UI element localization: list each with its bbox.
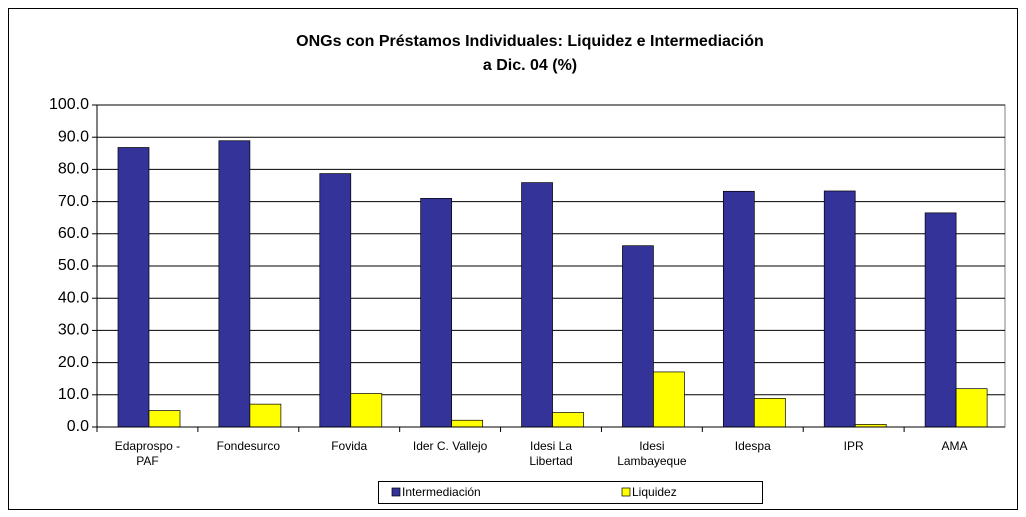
bar xyxy=(823,190,856,428)
y-tick-label: 20.0 xyxy=(58,354,89,371)
chart-title: ONGs con Préstamos Individuales: Liquide… xyxy=(296,33,764,50)
x-tick-label: Libertad xyxy=(529,454,572,468)
legend-box xyxy=(378,481,763,504)
y-tick-label: 90.0 xyxy=(58,128,89,145)
legend-label: Liquidez xyxy=(632,485,677,499)
x-tick-label: IPR xyxy=(844,439,864,453)
x-tick-label: Idespa xyxy=(735,439,771,453)
y-tick-label: 10.0 xyxy=(58,386,89,403)
y-tick-label: 60.0 xyxy=(58,225,89,242)
y-tick-label: 70.0 xyxy=(58,193,89,210)
bar xyxy=(319,173,352,428)
bar xyxy=(420,198,453,428)
bar xyxy=(451,419,484,428)
legend-swatch xyxy=(391,487,401,497)
x-tick-label: Edaprospo - xyxy=(115,439,180,453)
y-tick-label: 50.0 xyxy=(58,257,89,274)
x-tick-label: PAF xyxy=(136,454,158,468)
legend-label: Intermediación xyxy=(402,485,481,499)
bar xyxy=(552,412,584,428)
bar xyxy=(521,182,553,428)
x-tick-label: Lambayeque xyxy=(617,454,687,468)
bar xyxy=(622,245,654,428)
bar xyxy=(722,190,755,428)
bar xyxy=(924,212,957,428)
x-tick-label: Idesi La xyxy=(530,439,572,453)
y-tick-label: 0.0 xyxy=(67,418,89,435)
bar xyxy=(753,397,786,428)
x-tick-label: AMA xyxy=(942,439,968,453)
bar xyxy=(117,147,150,428)
y-tick-label: 80.0 xyxy=(58,161,89,178)
chart-title: a Dic. 04 (%) xyxy=(483,57,577,74)
legend-swatch xyxy=(621,487,631,497)
y-tick-label: 100.0 xyxy=(49,96,89,113)
bar xyxy=(249,403,282,428)
bar xyxy=(955,388,988,428)
bar xyxy=(148,410,181,428)
x-tick-label: Ider C. Vallejo xyxy=(413,439,488,453)
x-tick-label: Fondesurco xyxy=(217,439,281,453)
bar xyxy=(218,140,251,428)
bar xyxy=(350,393,383,428)
y-tick-label: 30.0 xyxy=(58,322,89,339)
x-tick-label: Idesi xyxy=(639,439,664,453)
y-tick-label: 40.0 xyxy=(58,289,89,306)
bar xyxy=(653,371,685,428)
x-tick-label: Fovida xyxy=(331,439,367,453)
